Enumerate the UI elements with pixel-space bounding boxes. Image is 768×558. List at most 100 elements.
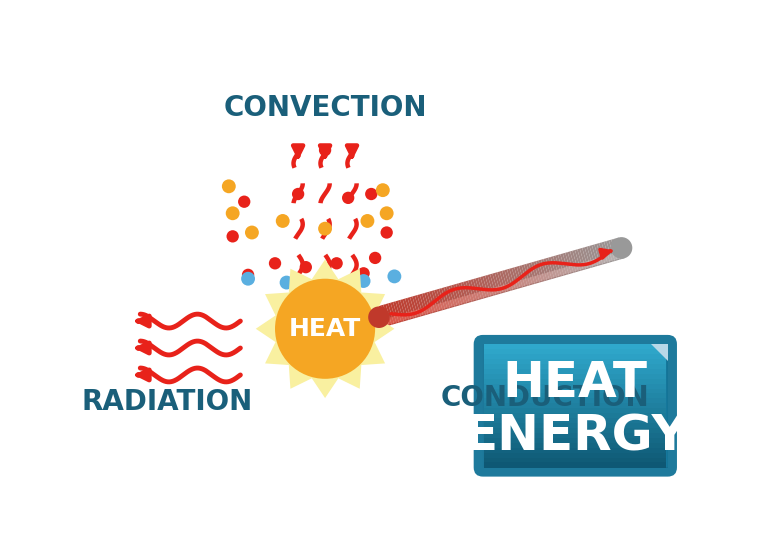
Polygon shape (412, 296, 421, 317)
Circle shape (269, 257, 281, 270)
Polygon shape (489, 288, 493, 295)
Polygon shape (465, 295, 469, 302)
Text: RADIATION: RADIATION (81, 388, 253, 416)
FancyBboxPatch shape (485, 354, 666, 360)
Polygon shape (463, 281, 472, 302)
Polygon shape (548, 257, 557, 278)
Circle shape (356, 274, 370, 288)
FancyBboxPatch shape (485, 442, 666, 449)
Polygon shape (538, 275, 541, 281)
Polygon shape (415, 295, 423, 316)
Polygon shape (545, 272, 549, 280)
Circle shape (276, 214, 290, 228)
Circle shape (241, 272, 255, 286)
Polygon shape (468, 280, 476, 301)
Polygon shape (422, 293, 430, 314)
Polygon shape (599, 242, 607, 264)
Polygon shape (419, 309, 423, 315)
Polygon shape (444, 287, 452, 308)
Text: HEAT
ENERGY: HEAT ENERGY (463, 359, 687, 460)
Polygon shape (455, 298, 459, 305)
FancyBboxPatch shape (485, 383, 666, 389)
Polygon shape (502, 270, 511, 291)
Polygon shape (492, 273, 501, 294)
FancyBboxPatch shape (618, 344, 667, 468)
Text: HEAT: HEAT (289, 317, 361, 341)
Polygon shape (506, 283, 510, 291)
Circle shape (280, 276, 293, 290)
Polygon shape (488, 275, 496, 296)
Polygon shape (620, 251, 624, 258)
Polygon shape (538, 259, 547, 281)
Polygon shape (564, 267, 568, 274)
Polygon shape (458, 282, 467, 304)
Polygon shape (385, 318, 389, 325)
FancyBboxPatch shape (485, 428, 666, 434)
FancyBboxPatch shape (631, 344, 667, 468)
Polygon shape (485, 275, 494, 296)
Polygon shape (395, 315, 399, 323)
FancyBboxPatch shape (485, 379, 666, 384)
FancyBboxPatch shape (563, 344, 667, 468)
FancyBboxPatch shape (551, 344, 667, 468)
Circle shape (360, 214, 374, 228)
Text: CONDUCTION: CONDUCTION (440, 384, 649, 412)
Polygon shape (396, 301, 404, 322)
FancyBboxPatch shape (495, 344, 667, 468)
Polygon shape (617, 252, 622, 258)
Polygon shape (414, 310, 418, 317)
Polygon shape (569, 266, 573, 272)
Polygon shape (472, 294, 476, 300)
Polygon shape (558, 254, 566, 276)
Polygon shape (586, 261, 591, 268)
Polygon shape (478, 277, 486, 299)
Polygon shape (498, 286, 503, 292)
Polygon shape (568, 252, 576, 273)
Polygon shape (502, 285, 505, 292)
FancyBboxPatch shape (661, 344, 667, 468)
Polygon shape (473, 278, 482, 300)
Polygon shape (456, 283, 465, 305)
Polygon shape (451, 285, 459, 306)
Polygon shape (508, 283, 512, 290)
Polygon shape (580, 248, 588, 270)
Polygon shape (465, 281, 474, 302)
Polygon shape (505, 270, 513, 291)
Polygon shape (582, 247, 591, 268)
Polygon shape (511, 267, 520, 289)
FancyBboxPatch shape (514, 344, 667, 468)
Polygon shape (518, 280, 522, 287)
Circle shape (369, 252, 381, 264)
FancyBboxPatch shape (581, 344, 667, 468)
Polygon shape (388, 302, 396, 324)
Polygon shape (555, 255, 564, 276)
Polygon shape (603, 256, 607, 263)
Circle shape (368, 306, 389, 328)
Polygon shape (409, 311, 413, 318)
Polygon shape (498, 272, 505, 293)
Circle shape (238, 195, 250, 208)
Polygon shape (515, 281, 520, 288)
Polygon shape (559, 268, 564, 275)
Polygon shape (437, 289, 445, 310)
FancyBboxPatch shape (624, 344, 667, 468)
Polygon shape (594, 259, 598, 266)
Polygon shape (441, 302, 445, 309)
FancyBboxPatch shape (485, 463, 666, 468)
Circle shape (380, 227, 392, 239)
Polygon shape (535, 275, 539, 282)
Polygon shape (477, 292, 481, 299)
Polygon shape (435, 304, 440, 311)
Polygon shape (609, 239, 617, 261)
FancyBboxPatch shape (588, 344, 667, 468)
Polygon shape (391, 302, 399, 324)
Polygon shape (584, 261, 588, 268)
Polygon shape (561, 253, 568, 275)
Polygon shape (530, 277, 535, 283)
Polygon shape (607, 240, 614, 262)
FancyBboxPatch shape (637, 344, 667, 468)
Polygon shape (460, 297, 464, 304)
Polygon shape (450, 300, 455, 306)
FancyBboxPatch shape (485, 369, 666, 374)
Polygon shape (561, 268, 566, 275)
